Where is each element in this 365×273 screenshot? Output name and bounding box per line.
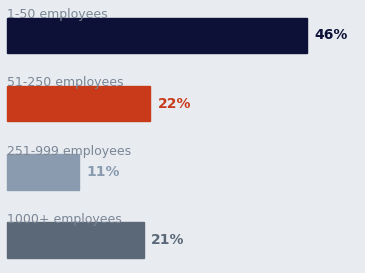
Bar [7, 18, 307, 53]
Bar [7, 154, 79, 190]
Text: 1000+ employees: 1000+ employees [7, 213, 122, 226]
Bar [7, 86, 150, 121]
Text: 1-50 employees: 1-50 employees [7, 8, 108, 21]
Text: 51-250 employees: 51-250 employees [7, 76, 124, 90]
Text: 22%: 22% [158, 97, 191, 111]
Text: 11%: 11% [86, 165, 120, 179]
Bar [7, 222, 144, 258]
Text: 21%: 21% [151, 233, 185, 247]
Text: 251-999 employees: 251-999 employees [7, 145, 131, 158]
Text: 46%: 46% [314, 28, 347, 43]
